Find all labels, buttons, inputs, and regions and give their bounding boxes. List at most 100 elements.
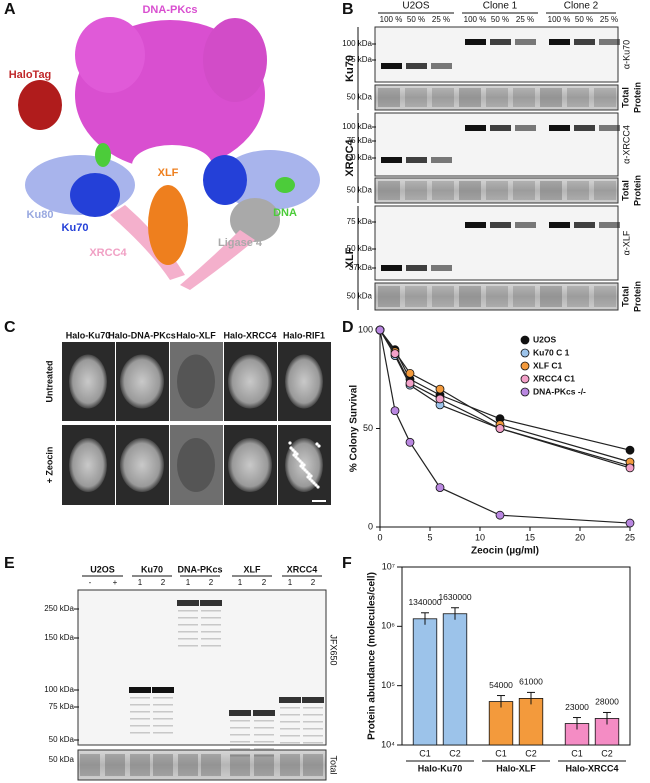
minor-band <box>254 720 274 722</box>
lane-smear <box>567 181 589 200</box>
x-tick-label: 10 <box>475 532 485 542</box>
value-label: 23000 <box>565 702 589 712</box>
focus <box>288 441 292 445</box>
focus <box>303 468 307 472</box>
lane-label: 2 <box>311 578 316 587</box>
lane-smear <box>594 88 616 107</box>
focus <box>317 444 321 448</box>
x-tick-label: 15 <box>525 532 535 542</box>
lane-smear <box>540 181 562 200</box>
nucleus <box>69 438 107 492</box>
marker-label: 100 kDa <box>342 39 372 48</box>
protein-label: Halo-Ku70 <box>66 330 111 340</box>
lane-smear <box>378 286 400 307</box>
focus <box>289 446 293 450</box>
total-lane <box>178 754 198 776</box>
nucleus <box>120 354 164 409</box>
series-line <box>379 329 631 463</box>
dye-label: JFX650 <box>329 634 339 665</box>
lane-label: 50 % <box>575 15 593 24</box>
band <box>465 222 486 228</box>
structure-label: XLF <box>158 167 179 179</box>
lane-smear <box>594 286 616 307</box>
total-label: Total <box>329 755 339 774</box>
nucleus <box>177 438 215 492</box>
group-label: XLF <box>244 564 262 574</box>
data-point <box>390 406 400 416</box>
protein-label: Halo-XLF <box>176 330 216 340</box>
minor-band <box>178 617 198 619</box>
minor-band <box>280 728 300 730</box>
band <box>599 39 620 45</box>
minor-band <box>230 727 250 729</box>
marker-label: 75 kDa <box>347 55 373 64</box>
band <box>490 39 511 45</box>
lane-label: + <box>113 578 118 587</box>
y-tick-label: 10⁵ <box>381 680 395 690</box>
marker-label: 37kDa <box>349 263 373 272</box>
band <box>549 39 570 45</box>
blot <box>374 26 619 83</box>
protein-label: Halo-XRCC4 <box>223 330 276 340</box>
minor-band <box>230 734 250 736</box>
focus <box>292 453 296 457</box>
total-protein-strip <box>374 282 619 311</box>
lane-label: 50 % <box>491 15 509 24</box>
data-point <box>405 368 415 378</box>
antibody-label: α-XLF <box>621 230 631 255</box>
minor-band <box>303 707 323 709</box>
data-point <box>625 445 635 455</box>
data-point <box>495 424 505 433</box>
total-lane <box>280 754 300 776</box>
protein-label: Halo-RIF1 <box>283 330 325 340</box>
data-point <box>625 518 635 528</box>
focus <box>308 477 312 481</box>
y-axis-label: % Colony Survival <box>349 385 360 472</box>
minor-band <box>153 711 173 713</box>
x-tick-label: 20 <box>575 532 585 542</box>
band <box>465 125 486 131</box>
legend-marker <box>520 374 530 384</box>
structure-label: XRCC4 <box>89 247 127 259</box>
minor-band <box>178 624 198 626</box>
nucleus <box>177 354 215 409</box>
band <box>253 710 275 716</box>
band <box>279 697 301 703</box>
nucleus <box>120 438 164 492</box>
lane-label: 1 <box>238 578 243 587</box>
band <box>381 265 402 271</box>
focus <box>298 459 302 463</box>
legend-label: DNA-PKcs -/- <box>533 386 586 396</box>
category-label: C1 <box>419 748 431 758</box>
total-lane <box>303 754 323 776</box>
total-lane <box>254 754 274 776</box>
legend-label: XRCC4 C1 <box>533 373 575 383</box>
lane-label: 100 % <box>464 15 487 24</box>
structure-render <box>18 17 320 290</box>
category-label: C1 <box>571 748 583 758</box>
category-label: C2 <box>601 748 613 758</box>
bar <box>442 613 468 746</box>
y-tick-label: 10⁶ <box>381 621 395 631</box>
value-label: 1340000 <box>408 597 441 607</box>
data-point <box>405 437 415 447</box>
minor-band <box>280 714 300 716</box>
lane-smear <box>405 88 427 107</box>
minor-band <box>254 727 274 729</box>
structure-label: DNA-PKcs <box>142 4 197 16</box>
y-axis-label: Protein abundance (molecules/cell) <box>367 572 378 740</box>
panel-letter: E <box>4 555 15 572</box>
y-tick-label: 100 <box>358 324 373 334</box>
band <box>431 63 452 69</box>
group-label: Ku70 <box>141 564 163 574</box>
minor-band <box>130 718 150 720</box>
nucleus <box>228 354 272 409</box>
band <box>465 39 486 45</box>
group-label: Clone 1 <box>483 1 518 12</box>
y-tick-label: 10⁷ <box>382 561 395 571</box>
minor-band <box>254 734 274 736</box>
structure-label: Ku80 <box>27 209 54 221</box>
band <box>229 710 251 716</box>
focus <box>316 485 320 489</box>
group-label: Halo-XRCC4 <box>565 763 618 773</box>
